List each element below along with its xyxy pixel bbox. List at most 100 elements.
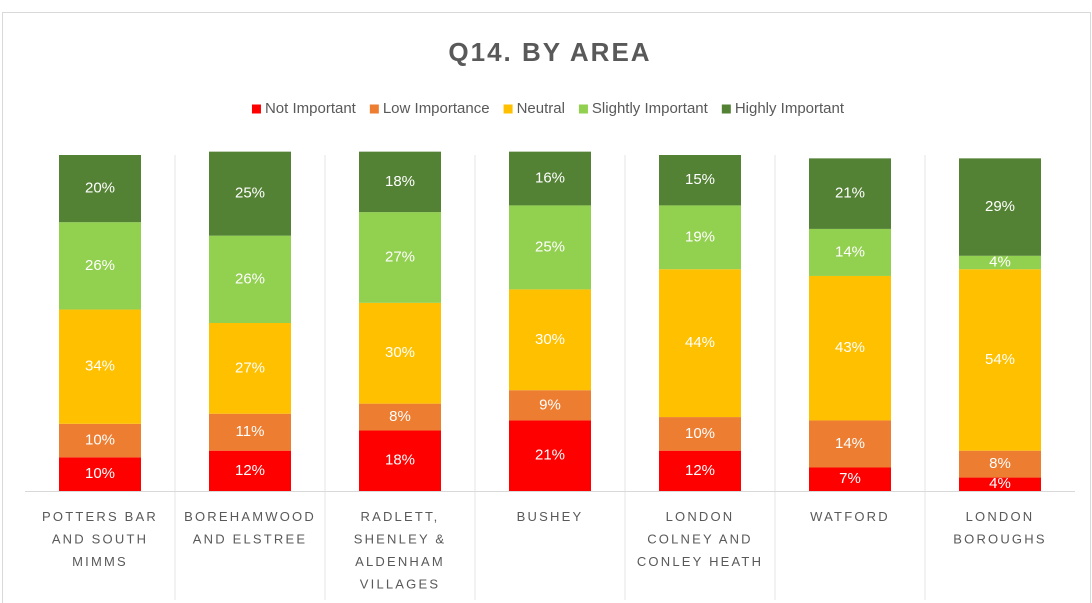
- data-label: 26%: [85, 257, 115, 274]
- legend-swatch: [251, 104, 261, 114]
- bar-segment: [59, 309, 141, 424]
- bar-segment: [659, 205, 741, 270]
- x-tick-label: LONDON COLNEY AND CONLEY HEATH: [637, 509, 763, 569]
- x-tick-label-line: SHENLEY &: [354, 532, 447, 547]
- data-label: 18%: [385, 173, 415, 190]
- x-tick-label: RADLETT, SHENLEY & ALDENHAM VILLAGES: [354, 509, 447, 592]
- data-label: 8%: [389, 408, 411, 425]
- data-label: 25%: [235, 185, 265, 202]
- bar-segment: [659, 155, 741, 206]
- bar-segment: [359, 212, 441, 303]
- x-tick-label: LONDON BOROUGHS: [953, 509, 1046, 547]
- data-label: 10%: [85, 465, 115, 482]
- data-label: 27%: [235, 359, 265, 376]
- data-label: 11%: [236, 423, 265, 440]
- data-label: 18%: [385, 452, 415, 469]
- bar-segment: [959, 255, 1041, 270]
- data-label: 4%: [989, 475, 1011, 492]
- x-tick-label-line: LONDON: [666, 509, 735, 524]
- bar-segment: [659, 269, 741, 418]
- data-label: 9%: [539, 396, 561, 413]
- data-label: 14%: [835, 243, 865, 260]
- x-tick-label-line: BOROUGHS: [953, 532, 1046, 547]
- bar-segment: [59, 457, 141, 491]
- legend-label: Not Important: [265, 100, 357, 117]
- bar-segment: [59, 222, 141, 310]
- legend-label: Neutral: [517, 100, 565, 117]
- legend-label: Highly Important: [735, 100, 845, 117]
- data-label: 20%: [85, 180, 115, 197]
- x-tick-label: BOREHAMWOOD AND ELSTREE: [184, 509, 316, 547]
- legend-label: Low Importance: [383, 100, 490, 117]
- bar-segment: [659, 417, 741, 451]
- bar-segment: [209, 450, 291, 491]
- x-tick-label-line: WATFORD: [810, 509, 890, 524]
- bar-segment: [209, 235, 291, 323]
- legend-swatch: [369, 104, 379, 114]
- bar-segment: [359, 302, 441, 404]
- x-tick-label: WATFORD: [810, 509, 890, 524]
- bar-segment: [809, 467, 891, 491]
- x-tick-label-line: AND SOUTH: [52, 532, 148, 547]
- data-label: 21%: [835, 185, 865, 202]
- data-label: 7%: [839, 470, 861, 487]
- bar-segment: [209, 323, 291, 414]
- data-label: 29%: [985, 198, 1015, 215]
- data-label: 4%: [989, 253, 1011, 270]
- x-tick-label-line: RADLETT,: [360, 509, 439, 524]
- data-label: 27%: [385, 248, 415, 265]
- bar-segment: [509, 289, 591, 391]
- data-label: 19%: [685, 228, 715, 245]
- x-tick-label-line: ALDENHAM: [355, 554, 445, 569]
- x-tick-label-line: BOREHAMWOOD: [184, 509, 316, 524]
- x-tick-label: POTTERS BAR AND SOUTH MIMMS: [42, 509, 158, 569]
- bar-segment: [959, 269, 1041, 451]
- data-label: 10%: [85, 432, 115, 449]
- bar-segment: [359, 151, 441, 213]
- data-label: 54%: [985, 351, 1015, 368]
- bar-segment: [809, 420, 891, 468]
- bar-segment: [809, 275, 891, 421]
- legend-swatch: [503, 104, 513, 114]
- bar-segment: [509, 205, 591, 290]
- legend-label: Slightly Important: [592, 100, 709, 117]
- data-label: 34%: [85, 358, 115, 375]
- legend-swatch: [578, 104, 588, 114]
- bar-segment: [959, 477, 1041, 491]
- data-label: 30%: [535, 331, 565, 348]
- bar-segment: [209, 151, 291, 236]
- bar-segment: [509, 390, 591, 421]
- data-label: 14%: [835, 435, 865, 452]
- data-label: 26%: [235, 270, 265, 287]
- bar-segment: [359, 430, 441, 491]
- data-label: 10%: [685, 425, 715, 442]
- data-label: 12%: [235, 462, 265, 479]
- bar-segment: [59, 155, 141, 223]
- data-label: 25%: [535, 238, 565, 255]
- x-tick-label-line: BUSHEY: [517, 509, 584, 524]
- data-label: 8%: [989, 455, 1011, 472]
- data-label: 43%: [835, 339, 865, 356]
- x-tick-label-line: LONDON: [966, 509, 1035, 524]
- bar-segment: [359, 403, 441, 431]
- bar-segment: [59, 423, 141, 458]
- x-tick-label-line: MIMMS: [72, 554, 128, 569]
- bar-segment: [959, 158, 1041, 256]
- data-label: 15%: [685, 171, 715, 188]
- x-tick-label-line: CONLEY HEATH: [637, 554, 763, 569]
- legend: Not Important Low Importance Neutral Slight…: [251, 100, 845, 117]
- bar-segment: [209, 413, 291, 451]
- bar-segment: [809, 228, 891, 276]
- bar-segment: [509, 151, 591, 206]
- data-label: 21%: [535, 447, 565, 464]
- bar-segment: [959, 450, 1041, 478]
- data-label: 30%: [385, 344, 415, 361]
- x-tick-label-line: AND ELSTREE: [193, 532, 308, 547]
- data-label: 12%: [685, 462, 715, 479]
- data-label: 16%: [535, 169, 565, 186]
- x-tick-label-line: VILLAGES: [360, 577, 440, 592]
- chart-title: Q14. BY AREA: [448, 37, 651, 67]
- bar-segment: [809, 158, 891, 229]
- x-tick-label: BUSHEY: [517, 509, 584, 524]
- bar-segment: [509, 420, 591, 491]
